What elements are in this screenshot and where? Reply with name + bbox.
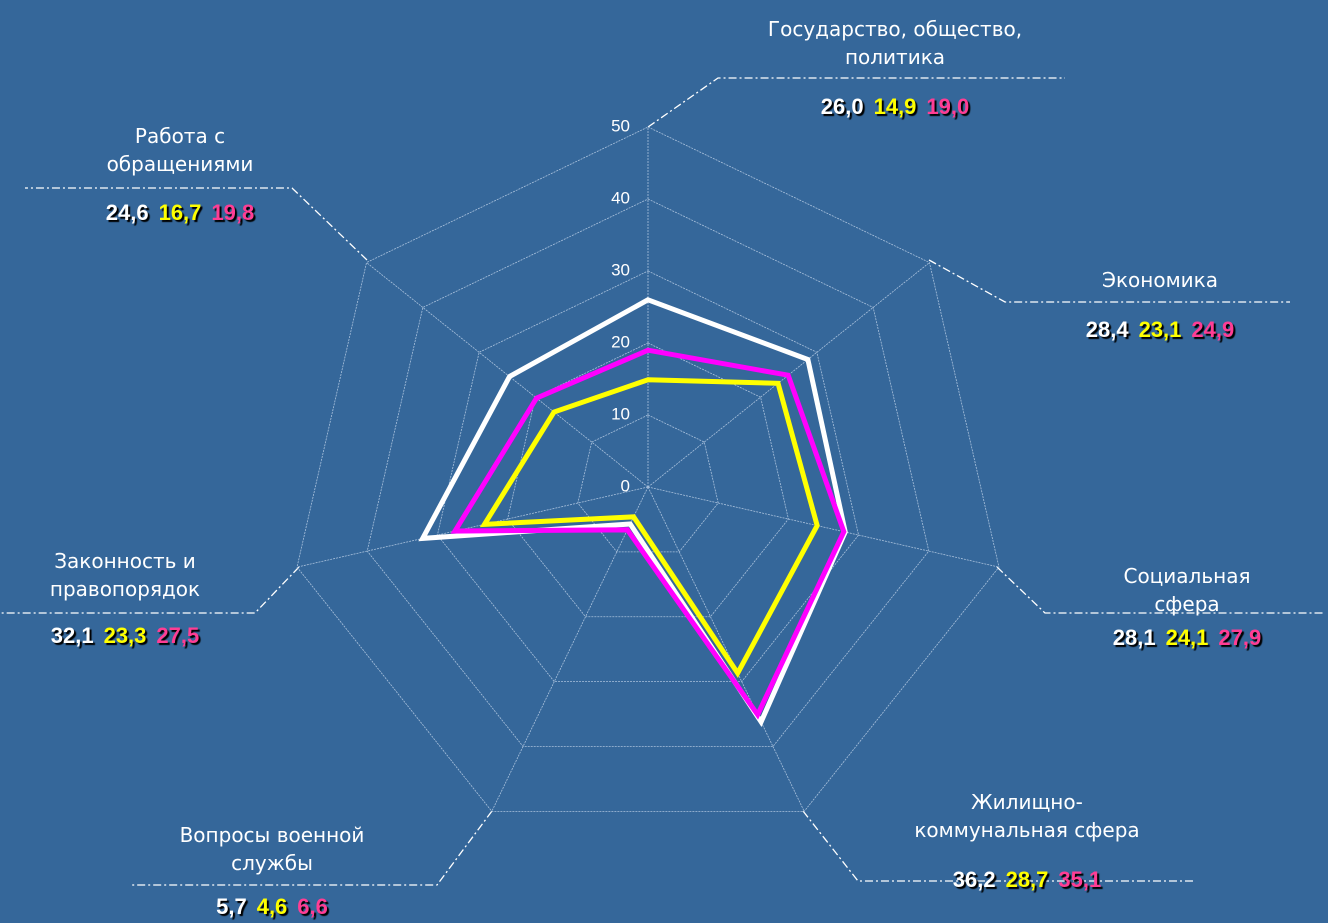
category-label: Работа с обращениями — [106, 124, 254, 176]
category-label: Вопросы военной службы — [179, 823, 365, 875]
value-label: 32,1 — [50, 623, 94, 648]
series-line — [479, 377, 820, 679]
value-label: 4,6 — [256, 894, 288, 919]
value-label: 6,6 — [297, 894, 328, 919]
r-tick-label: 30 — [611, 260, 630, 279]
value-labels: 28,1 24,1 27,9 — [1108, 625, 1266, 651]
value-label: 27,5 — [156, 623, 200, 648]
value-label: 26,0 — [820, 94, 864, 119]
value-label: 23,3 — [103, 623, 147, 648]
value-labels: 5,7 4,6 6,6 — [211, 894, 333, 920]
axis-spoke — [366, 262, 649, 488]
category-label: Жилищно- коммунальная сфера — [914, 790, 1140, 842]
axis-spoke — [296, 486, 649, 568]
value-label: 24,1 — [1165, 625, 1209, 650]
leader-line — [0, 566, 300, 614]
value-label: 35,1 — [1058, 867, 1102, 892]
grid-ring — [577, 414, 719, 553]
value-label: 19,0 — [926, 94, 970, 119]
value-labels: 28,4 23,1 24,9 — [1081, 317, 1239, 343]
value-label: 5,7 — [216, 894, 247, 919]
category-label: Законность и правопорядок — [49, 549, 201, 601]
r-tick-label: 40 — [611, 188, 630, 207]
value-label: 28,7 — [1005, 867, 1049, 892]
r-tick-label: 20 — [611, 332, 630, 351]
value-labels: 26,0 14,9 19,0 — [816, 94, 974, 120]
value-label: 36,2 — [952, 867, 996, 892]
value-label: 24,9 — [1191, 317, 1235, 342]
axis-spoke — [647, 486, 805, 812]
category-label: Экономика — [1101, 268, 1219, 292]
value-label: 16,7 — [158, 200, 202, 225]
value-label: 23,1 — [1138, 317, 1182, 342]
grid-ring — [366, 198, 930, 747]
leader-line — [130, 810, 493, 886]
value-label: 27,9 — [1218, 625, 1262, 650]
r-tick-label: 0 — [621, 476, 630, 495]
value-label: 19,8 — [211, 200, 255, 225]
value-label: 14,9 — [873, 94, 917, 119]
value-label: 28,1 — [1112, 625, 1156, 650]
axis-spoke — [491, 486, 649, 812]
r-tick-label: 10 — [611, 404, 630, 423]
leader-line — [928, 259, 1290, 303]
grid-ring — [436, 270, 860, 683]
leader-line — [647, 77, 1065, 128]
category-label: Государство, общество, политика — [767, 17, 1023, 69]
axis-spoke — [647, 486, 1000, 568]
category-label: Социальная сфера — [1123, 564, 1251, 616]
value-label: 24,6 — [105, 200, 149, 225]
grid-ring — [296, 126, 1000, 812]
grid-ring — [507, 342, 789, 618]
leader-lines — [0, 77, 1325, 886]
leader-line — [25, 187, 368, 261]
series-line — [450, 347, 847, 720]
value-labels: 36,2 28,7 35,1 — [948, 867, 1106, 893]
r-tick-label: 50 — [611, 116, 630, 135]
value-labels: 32,1 23,3 27,5 — [46, 623, 204, 649]
leader-line — [996, 566, 1325, 614]
value-label: 28,4 — [1085, 317, 1129, 342]
value-labels: 24,6 16,7 19,8 — [101, 200, 259, 226]
